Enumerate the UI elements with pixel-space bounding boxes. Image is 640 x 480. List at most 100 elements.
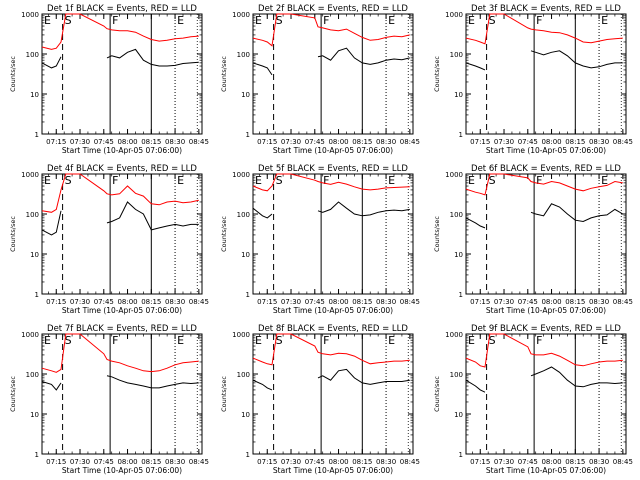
- marker-label: E: [468, 334, 475, 347]
- x-tick-label: 08:45: [400, 298, 420, 306]
- x-tick-label: 08:15: [565, 458, 585, 466]
- series-line-events: [41, 48, 199, 69]
- y-tick-label: 10: [241, 251, 250, 259]
- y-tick-label: 10: [241, 411, 250, 419]
- plot-frame: [465, 333, 627, 455]
- marker-label: S: [489, 334, 496, 347]
- x-tick-label: 08:45: [400, 458, 420, 466]
- marker-label: E: [177, 334, 184, 347]
- y-axis-label: Counts/sec: [433, 376, 441, 412]
- x-axis-label: Start Time (10-Apr-05 07:06:00): [273, 306, 393, 315]
- y-tick-label: 1: [35, 451, 39, 459]
- marker-label: E: [255, 14, 262, 27]
- y-tick-label: 1000: [21, 11, 39, 19]
- x-axis-label: Start Time (10-Apr-05 07:06:00): [62, 466, 182, 475]
- marker-label: E: [44, 14, 51, 27]
- panel-title: Det 7f BLACK = Events, RED = LLD: [47, 324, 197, 334]
- y-tick-label: 1: [35, 291, 39, 299]
- x-tick-label: 07:15: [46, 138, 66, 146]
- x-axis-label: Start Time (10-Apr-05 07:06:00): [486, 146, 606, 155]
- y-tick-label: 1000: [232, 171, 250, 179]
- y-tick-label: 1: [459, 451, 463, 459]
- x-tick-label: 08:00: [117, 298, 137, 306]
- x-tick-label: 07:30: [494, 298, 514, 306]
- marker-label: E: [601, 334, 608, 347]
- x-tick-label: 07:30: [70, 298, 90, 306]
- x-tick-label: 07:15: [470, 298, 490, 306]
- y-tick-label: 10: [30, 251, 39, 259]
- y-tick-label: 1000: [445, 171, 463, 179]
- marker-label: S: [276, 334, 283, 347]
- x-tick-label: 07:45: [518, 298, 538, 306]
- marker-label: F: [536, 174, 542, 187]
- plot-frame: [41, 333, 203, 455]
- series-line-lld: [252, 333, 410, 366]
- series-line-events: [41, 201, 199, 236]
- y-tick-label: 10: [30, 91, 39, 99]
- series-line-lld: [252, 13, 410, 47]
- series-line-lld: [41, 173, 199, 213]
- plot-frame: [252, 13, 414, 135]
- x-tick-label: 07:45: [305, 298, 325, 306]
- x-tick-label: 08:30: [589, 138, 609, 146]
- marker-label: S: [276, 174, 283, 187]
- series-line-events: [252, 368, 410, 391]
- y-tick-label: 100: [237, 211, 250, 219]
- marker-label: E: [44, 174, 51, 187]
- x-tick-label: 07:30: [281, 138, 301, 146]
- y-tick-label: 10: [30, 411, 39, 419]
- x-tick-label: 07:45: [94, 298, 114, 306]
- x-tick-label: 08:45: [613, 138, 633, 146]
- x-tick-label: 08:45: [189, 458, 209, 466]
- x-tick-label: 07:15: [257, 298, 277, 306]
- panel-det-6: Det 6f BLACK = Events, RED = LLD 1 10 100 10…: [433, 164, 633, 315]
- x-axis-label: Start Time (10-Apr-05 07:06:00): [273, 146, 393, 155]
- marker-label: S: [489, 174, 496, 187]
- marker-label: E: [255, 174, 262, 187]
- y-tick-label: 1: [246, 131, 250, 139]
- x-tick-label: 08:15: [352, 298, 372, 306]
- series-line-lld: [465, 13, 623, 45]
- x-axis-label: Start Time (10-Apr-05 07:06:00): [62, 306, 182, 315]
- y-axis-label: Counts/sec: [433, 216, 441, 252]
- y-tick-label: 1000: [445, 331, 463, 339]
- marker-label: S: [489, 14, 496, 27]
- panel-det-1: Det 1f BLACK = Events, RED = LLD 1 10 100 10…: [9, 4, 209, 155]
- x-tick-label: 08:00: [541, 138, 561, 146]
- marker-label: F: [112, 334, 118, 347]
- y-tick-label: 100: [26, 371, 39, 379]
- series-line-lld: [41, 333, 199, 373]
- series-line-lld: [252, 173, 410, 192]
- x-tick-label: 08:15: [352, 138, 372, 146]
- marker-label: F: [112, 14, 118, 27]
- marker-label: E: [388, 174, 395, 187]
- marker-label: S: [65, 334, 72, 347]
- panel-det-9: Det 9f BLACK = Events, RED = LLD 1 10 100 10…: [433, 324, 633, 475]
- series-line-lld: [465, 173, 623, 196]
- x-axis-label: Start Time (10-Apr-05 07:06:00): [62, 146, 182, 155]
- x-tick-label: 08:00: [117, 138, 137, 146]
- x-tick-label: 08:30: [589, 298, 609, 306]
- x-axis-label: Start Time (10-Apr-05 07:06:00): [486, 466, 606, 475]
- x-tick-label: 08:15: [141, 458, 161, 466]
- x-tick-label: 08:15: [565, 138, 585, 146]
- marker-label: S: [65, 174, 72, 187]
- x-tick-label: 08:45: [613, 298, 633, 306]
- panel-title: Det 3f BLACK = Events, RED = LLD: [471, 4, 621, 14]
- x-tick-label: 08:15: [352, 458, 372, 466]
- series-line-events: [252, 47, 410, 76]
- x-tick-label: 08:30: [165, 298, 185, 306]
- x-tick-label: 07:15: [257, 458, 277, 466]
- y-tick-label: 10: [454, 91, 463, 99]
- plot-frame: [41, 173, 203, 295]
- x-tick-label: 07:30: [494, 138, 514, 146]
- panel-det-4: Det 4f BLACK = Events, RED = LLD 1 10 100 10…: [9, 164, 209, 315]
- y-tick-label: 1: [35, 131, 39, 139]
- series-line-events: [252, 201, 410, 219]
- x-tick-label: 08:00: [328, 298, 348, 306]
- marker-label: F: [323, 14, 329, 27]
- panel-title: Det 6f BLACK = Events, RED = LLD: [471, 164, 621, 174]
- x-tick-label: 07:15: [470, 138, 490, 146]
- y-tick-label: 1000: [445, 11, 463, 19]
- y-tick-label: 10: [454, 251, 463, 259]
